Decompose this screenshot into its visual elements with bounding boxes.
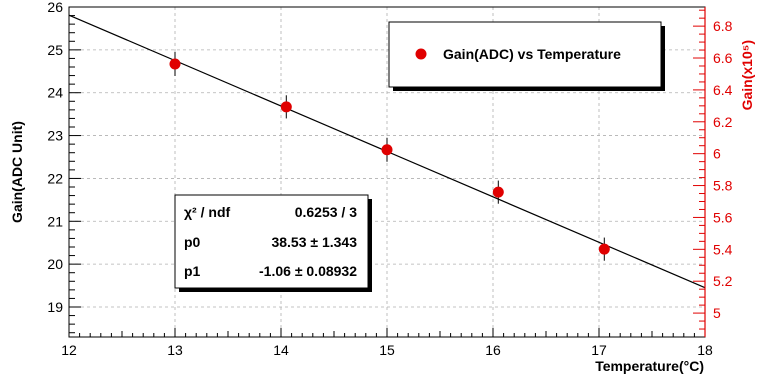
x-tick-label: 17 — [591, 342, 607, 358]
x-tick-label: 15 — [379, 342, 395, 358]
y2-tick-label: 6.6 — [713, 50, 733, 66]
y-tick-label: 24 — [47, 85, 63, 101]
stats-box — [174, 194, 369, 289]
stats-chi2-label: χ² / ndf — [184, 204, 230, 220]
x-tick-label: 18 — [697, 342, 713, 358]
y2-tick-label: 6.4 — [713, 82, 733, 98]
y-tick-label: 22 — [47, 170, 63, 186]
y-axis-right: 5 5.2 5.4 5.6 5.8 6 6.2 6.4 6.6 6.8 — [693, 7, 733, 337]
y-tick-label: 20 — [47, 256, 63, 272]
legend-marker — [415, 48, 427, 60]
stats-p0-label: p0 — [184, 234, 201, 250]
legend: Gain(ADC) vs Temperature — [388, 21, 665, 91]
y2-tick-label: 5.8 — [713, 178, 733, 194]
x-axis: 12 13 14 15 16 17 18 — [61, 328, 713, 358]
x-tick-label: 12 — [61, 342, 77, 358]
data-point — [492, 186, 504, 198]
y-axis-left: 19 20 21 22 23 24 25 26 — [47, 0, 81, 334]
y2-tick-label: 5 — [713, 305, 721, 321]
data-point — [598, 243, 610, 255]
y2-tick-label: 5.2 — [713, 273, 733, 289]
data-point — [280, 101, 292, 113]
y-axis-title: Gain(ADC Unit) — [9, 121, 25, 223]
legend-box — [388, 21, 662, 88]
y-tick-label: 26 — [47, 0, 63, 15]
data-point — [381, 144, 393, 156]
stats-p0-value: 38.53 ± 1.343 — [271, 234, 357, 250]
y2-tick-label: 5.4 — [713, 241, 733, 257]
fit-stats-box: χ² / ndf 0.6253 / 3 p0 38.53 ± 1.343 p1 … — [174, 194, 372, 292]
y2-axis-title: Gain(x10⁵) — [739, 40, 755, 110]
y2-tick-label: 6.2 — [713, 114, 733, 130]
y-tick-label: 25 — [47, 42, 63, 58]
x-tick-label: 16 — [485, 342, 501, 358]
data-point — [169, 58, 181, 70]
stats-p1-label: p1 — [184, 263, 201, 279]
stats-chi2-value: 0.6253 / 3 — [295, 204, 357, 220]
y2-tick-label: 5.6 — [713, 209, 733, 225]
y2-tick-label: 6 — [713, 146, 721, 162]
data-points — [169, 52, 610, 261]
y-tick-label: 23 — [47, 128, 63, 144]
x-tick-label: 13 — [167, 342, 183, 358]
x-tick-label: 14 — [273, 342, 289, 358]
legend-label: Gain(ADC) vs Temperature — [443, 46, 621, 62]
x-axis-title: Temperature(°C) — [595, 358, 704, 374]
y2-tick-label: 6.8 — [713, 18, 733, 34]
y-tick-label: 21 — [47, 213, 63, 229]
stats-p1-value: -1.06 ± 0.08932 — [259, 263, 357, 279]
y-tick-label: 19 — [47, 299, 63, 315]
